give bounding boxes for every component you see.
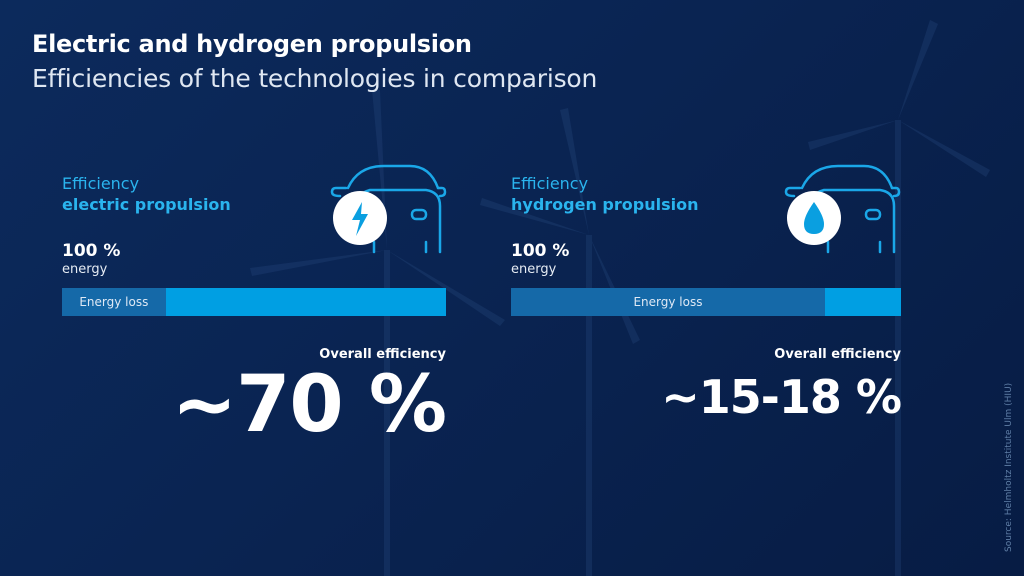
car-with-droplet-icon [784, 164, 901, 254]
technology-label: electric propulsion [62, 195, 231, 214]
energy-unit: energy [511, 262, 557, 277]
energy-value: 100 % [62, 241, 121, 261]
overall-efficiency-value: ~70 % [171, 360, 447, 450]
energy-value: 100 % [511, 241, 570, 261]
efficiency-bar: Energy loss [62, 288, 446, 316]
page-subtitle: Efficiencies of the technologies in comp… [32, 64, 598, 93]
technology-label: hydrogen propulsion [511, 195, 699, 214]
overall-efficiency-value: ~15-18 % [661, 370, 902, 424]
energy-unit: energy [62, 262, 108, 277]
efficiency-label: Efficiency [511, 174, 589, 193]
overall-efficiency-label: Overall efficiency [319, 347, 446, 362]
overall-efficiency-label: Overall efficiency [774, 347, 901, 362]
page-title: Electric and hydrogen propulsion [32, 30, 472, 58]
source-note: Source: Helmholtz Institute Ulm (HIU) [1004, 382, 1014, 552]
car-with-lightning-icon [330, 164, 447, 254]
efficiency-label: Efficiency [62, 174, 140, 193]
energy-loss-segment: Energy loss [511, 288, 825, 316]
efficiency-bar: Energy loss [511, 288, 901, 316]
energy-loss-segment: Energy loss [62, 288, 166, 316]
